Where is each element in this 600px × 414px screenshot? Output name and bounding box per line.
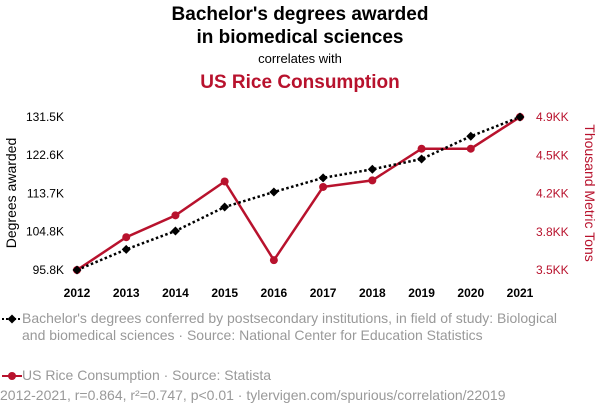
degrees-point xyxy=(417,154,427,164)
legend-rice-text: US Rice Consumption · Source: Statista xyxy=(22,367,271,383)
rice-point xyxy=(269,256,278,265)
y-left-tick-label: 122.6K xyxy=(26,148,64,162)
y-right-tick-label: 4.5KK xyxy=(536,148,569,162)
rice-point xyxy=(319,182,328,191)
legend-degrees-text: Bachelor's degrees conferred by postseco… xyxy=(22,310,557,343)
chart-title-secondary: US Rice Consumption xyxy=(200,72,400,93)
x-tick-label: 2014 xyxy=(162,286,189,300)
y-right-tick-label: 3.8KK xyxy=(536,225,569,239)
chart-title-line1: Bachelor's degrees awarded xyxy=(172,4,429,25)
degrees-point xyxy=(72,265,82,275)
chart-title-line2: in biomedical sciences xyxy=(197,27,404,48)
degrees-point xyxy=(269,187,279,197)
rice-point xyxy=(171,211,180,220)
y-left-tick-labels: 95.8K 104.8K 113.7K 122.6K 131.5K xyxy=(26,110,64,277)
y-left-axis-title: Degrees awarded xyxy=(3,138,19,249)
chart-svg: Bachelor's degrees awarded in biomedical… xyxy=(3,4,598,300)
x-tick-label: 2012 xyxy=(64,286,91,300)
y-left-tick-label: 95.8K xyxy=(33,263,64,277)
degrees-point xyxy=(515,112,525,122)
legend-degrees-swatch xyxy=(2,314,22,324)
legend-rice-swatch xyxy=(2,372,22,380)
degrees-point xyxy=(220,202,230,212)
x-tick-label: 2017 xyxy=(310,286,337,300)
degrees-point xyxy=(121,244,131,254)
degrees-point xyxy=(318,173,328,183)
x-tick-labels: 2012 2013 2014 2015 2016 2017 2018 2019 2020 2021 xyxy=(64,286,534,300)
x-tick-label: 2020 xyxy=(457,286,484,300)
x-tick-label: 2015 xyxy=(211,286,238,300)
rice-point xyxy=(466,144,475,153)
y-left-tick-label: 131.5K xyxy=(26,110,64,124)
y-right-axis-title: Thousand Metric Tons xyxy=(582,124,598,261)
y-right-tick-label: 4.9KK xyxy=(536,110,569,124)
rice-point xyxy=(417,144,426,153)
degrees-point xyxy=(170,226,180,236)
y-right-tick-label: 3.5KK xyxy=(536,263,569,277)
x-tick-label: 2016 xyxy=(261,286,288,300)
x-tick-label: 2013 xyxy=(113,286,140,300)
x-tick-label: 2018 xyxy=(359,286,386,300)
series-markers xyxy=(72,112,525,275)
chart-connector-text: correlates with xyxy=(258,51,342,66)
y-left-tick-label: 104.8K xyxy=(26,224,64,238)
series-lines xyxy=(76,115,521,272)
rice-point xyxy=(368,176,377,185)
series-line-rice xyxy=(76,115,521,272)
y-right-tick-labels: 3.5KK 3.8KK 4.2KK 4.5KK 4.9KK xyxy=(536,110,569,277)
series-line-degrees xyxy=(76,115,521,272)
footer-stats: 2012-2021, r=0.864, r²=0.747, p<0.01 · t… xyxy=(0,387,506,403)
rice-point xyxy=(220,177,229,186)
y-left-tick-label: 113.7K xyxy=(27,186,64,200)
degrees-point xyxy=(367,164,377,174)
degrees-point xyxy=(466,131,476,141)
rice-point xyxy=(122,233,131,242)
y-right-tick-label: 4.2KK xyxy=(536,187,569,201)
x-tick-label: 2019 xyxy=(408,286,435,300)
x-tick-label: 2021 xyxy=(507,286,534,300)
